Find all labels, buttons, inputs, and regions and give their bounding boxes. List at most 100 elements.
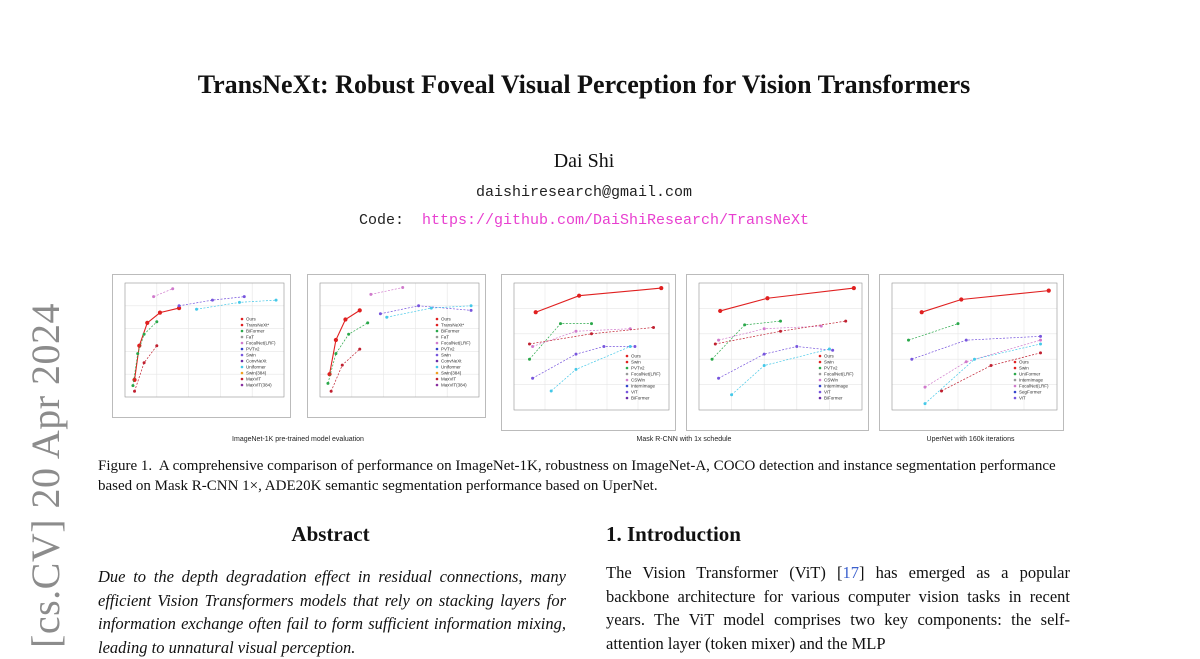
citation-link[interactable]: 17 <box>842 563 859 582</box>
series-point <box>177 304 181 308</box>
series-point <box>528 342 531 346</box>
legend-entry: Ours <box>441 317 452 322</box>
series-point <box>242 295 246 299</box>
series-point <box>1039 342 1042 346</box>
series-point <box>531 376 535 380</box>
abstract-heading: Abstract <box>291 522 370 546</box>
series-point <box>195 307 199 311</box>
figure-caption: Figure 1. A comprehensive comparison of … <box>98 456 1073 496</box>
legend-entry: Ours <box>631 354 642 359</box>
series-point <box>590 332 593 336</box>
legend-entry: BiFormer <box>824 396 843 401</box>
series-point <box>237 300 241 304</box>
series-point <box>333 337 338 343</box>
series-line <box>529 327 654 345</box>
legend-marker <box>625 366 629 370</box>
series-line <box>720 287 854 312</box>
legend-entry: MaxViT <box>246 377 261 382</box>
legend-marker <box>818 378 822 382</box>
author-email[interactable]: daishiresearch@gmail.com <box>475 184 693 201</box>
legend-entry: MaxViT(384) <box>246 383 272 388</box>
legend-entry: PVTv2 <box>441 347 455 352</box>
series-point <box>274 298 278 302</box>
legend-entry: PVTv2 <box>631 366 645 371</box>
legend-marker <box>625 372 629 376</box>
series-point <box>1039 338 1042 342</box>
legend-marker <box>818 390 822 394</box>
series-point <box>559 322 562 326</box>
series-line <box>718 325 822 341</box>
series-point <box>366 321 370 325</box>
legend-marker <box>435 359 439 363</box>
legend-entry: Ours <box>246 317 257 322</box>
series-point <box>730 393 734 397</box>
legend-marker <box>818 384 822 388</box>
series-point <box>923 402 927 406</box>
series-point <box>1046 288 1051 293</box>
legend-entry: Swin <box>824 360 834 365</box>
legend-entry: InternImage <box>824 384 849 389</box>
series-line <box>153 288 173 298</box>
series-point <box>210 298 214 302</box>
series-point <box>762 364 766 368</box>
legend-entry: CSWin <box>824 378 838 383</box>
legend-marker <box>818 372 822 376</box>
series-point <box>628 345 632 348</box>
legend-marker <box>435 365 439 369</box>
figure-group-label-imagenet: ImageNet-1K pre-trained model evaluation <box>232 436 364 443</box>
series-point <box>779 319 782 323</box>
legend-entry: Ours <box>1019 360 1030 365</box>
legend-entry: FocalNet(LRF) <box>246 341 276 346</box>
figure-panel-imagenet-a: Ours TransNeXt* BiFormer FaT FocalNet(LRF) PV… <box>307 274 486 418</box>
series-line <box>711 320 781 360</box>
series-point <box>577 293 582 298</box>
series-point <box>831 348 835 352</box>
legend-marker <box>1013 372 1017 376</box>
series-point <box>369 292 373 296</box>
legend-entry: PVTv2 <box>246 347 260 352</box>
legend-entry: SegFormer <box>1019 390 1042 395</box>
series-point <box>717 338 721 342</box>
series-point <box>155 320 159 324</box>
legend-marker <box>435 341 439 345</box>
legend-marker <box>240 365 244 369</box>
legend-entry: TransNeXt* <box>441 323 464 328</box>
series-line <box>731 348 830 396</box>
series-point <box>659 285 664 291</box>
legend-marker <box>818 396 822 400</box>
series-line <box>380 305 472 315</box>
legend-marker <box>240 329 244 333</box>
series-point <box>142 332 146 336</box>
series-point <box>533 310 538 315</box>
legend-marker <box>818 354 822 358</box>
legend-marker <box>1013 384 1017 388</box>
legend-entry: Uniformer <box>441 365 461 370</box>
legend-marker <box>625 384 629 388</box>
legend-entry: BiFormer <box>246 329 265 334</box>
legend-entry: ConvNeXt <box>441 359 462 364</box>
legend-marker <box>1013 366 1017 370</box>
legend-entry: FaT <box>441 335 449 340</box>
series-point <box>762 352 766 356</box>
figure-panel-imagenet: Ours TransNeXt* BiFormer FaT FocalNet(LRF) PV… <box>112 274 291 418</box>
series-line <box>718 346 833 379</box>
series-point <box>329 389 333 393</box>
series-point <box>132 377 137 382</box>
code-line: Code: https://github.com/DaiShiResearch/… <box>0 212 1168 229</box>
legend-marker <box>625 354 629 358</box>
legend-entry: MaxViT(384) <box>441 383 467 388</box>
figure-panel-coco-box: Ours Swin PVTv2 FocalNet(LRF) CSWin InternIma… <box>501 274 676 431</box>
series-point <box>155 344 159 348</box>
legend-entry: Swin <box>246 353 256 358</box>
series-point <box>819 324 823 328</box>
legend-marker <box>625 396 629 400</box>
author-name: Dai Shi <box>553 150 615 172</box>
plot-grid <box>513 282 670 411</box>
legend-entry: Swin <box>441 353 451 358</box>
legend-marker <box>240 347 244 351</box>
series-point <box>779 329 782 333</box>
code-link[interactable]: https://github.com/DaiShiResearch/TransN… <box>421 212 810 229</box>
series-point <box>133 389 137 393</box>
plot-grid <box>698 282 863 411</box>
figure-group-label-upernet: UperNet with 160k iterations <box>926 436 1015 443</box>
